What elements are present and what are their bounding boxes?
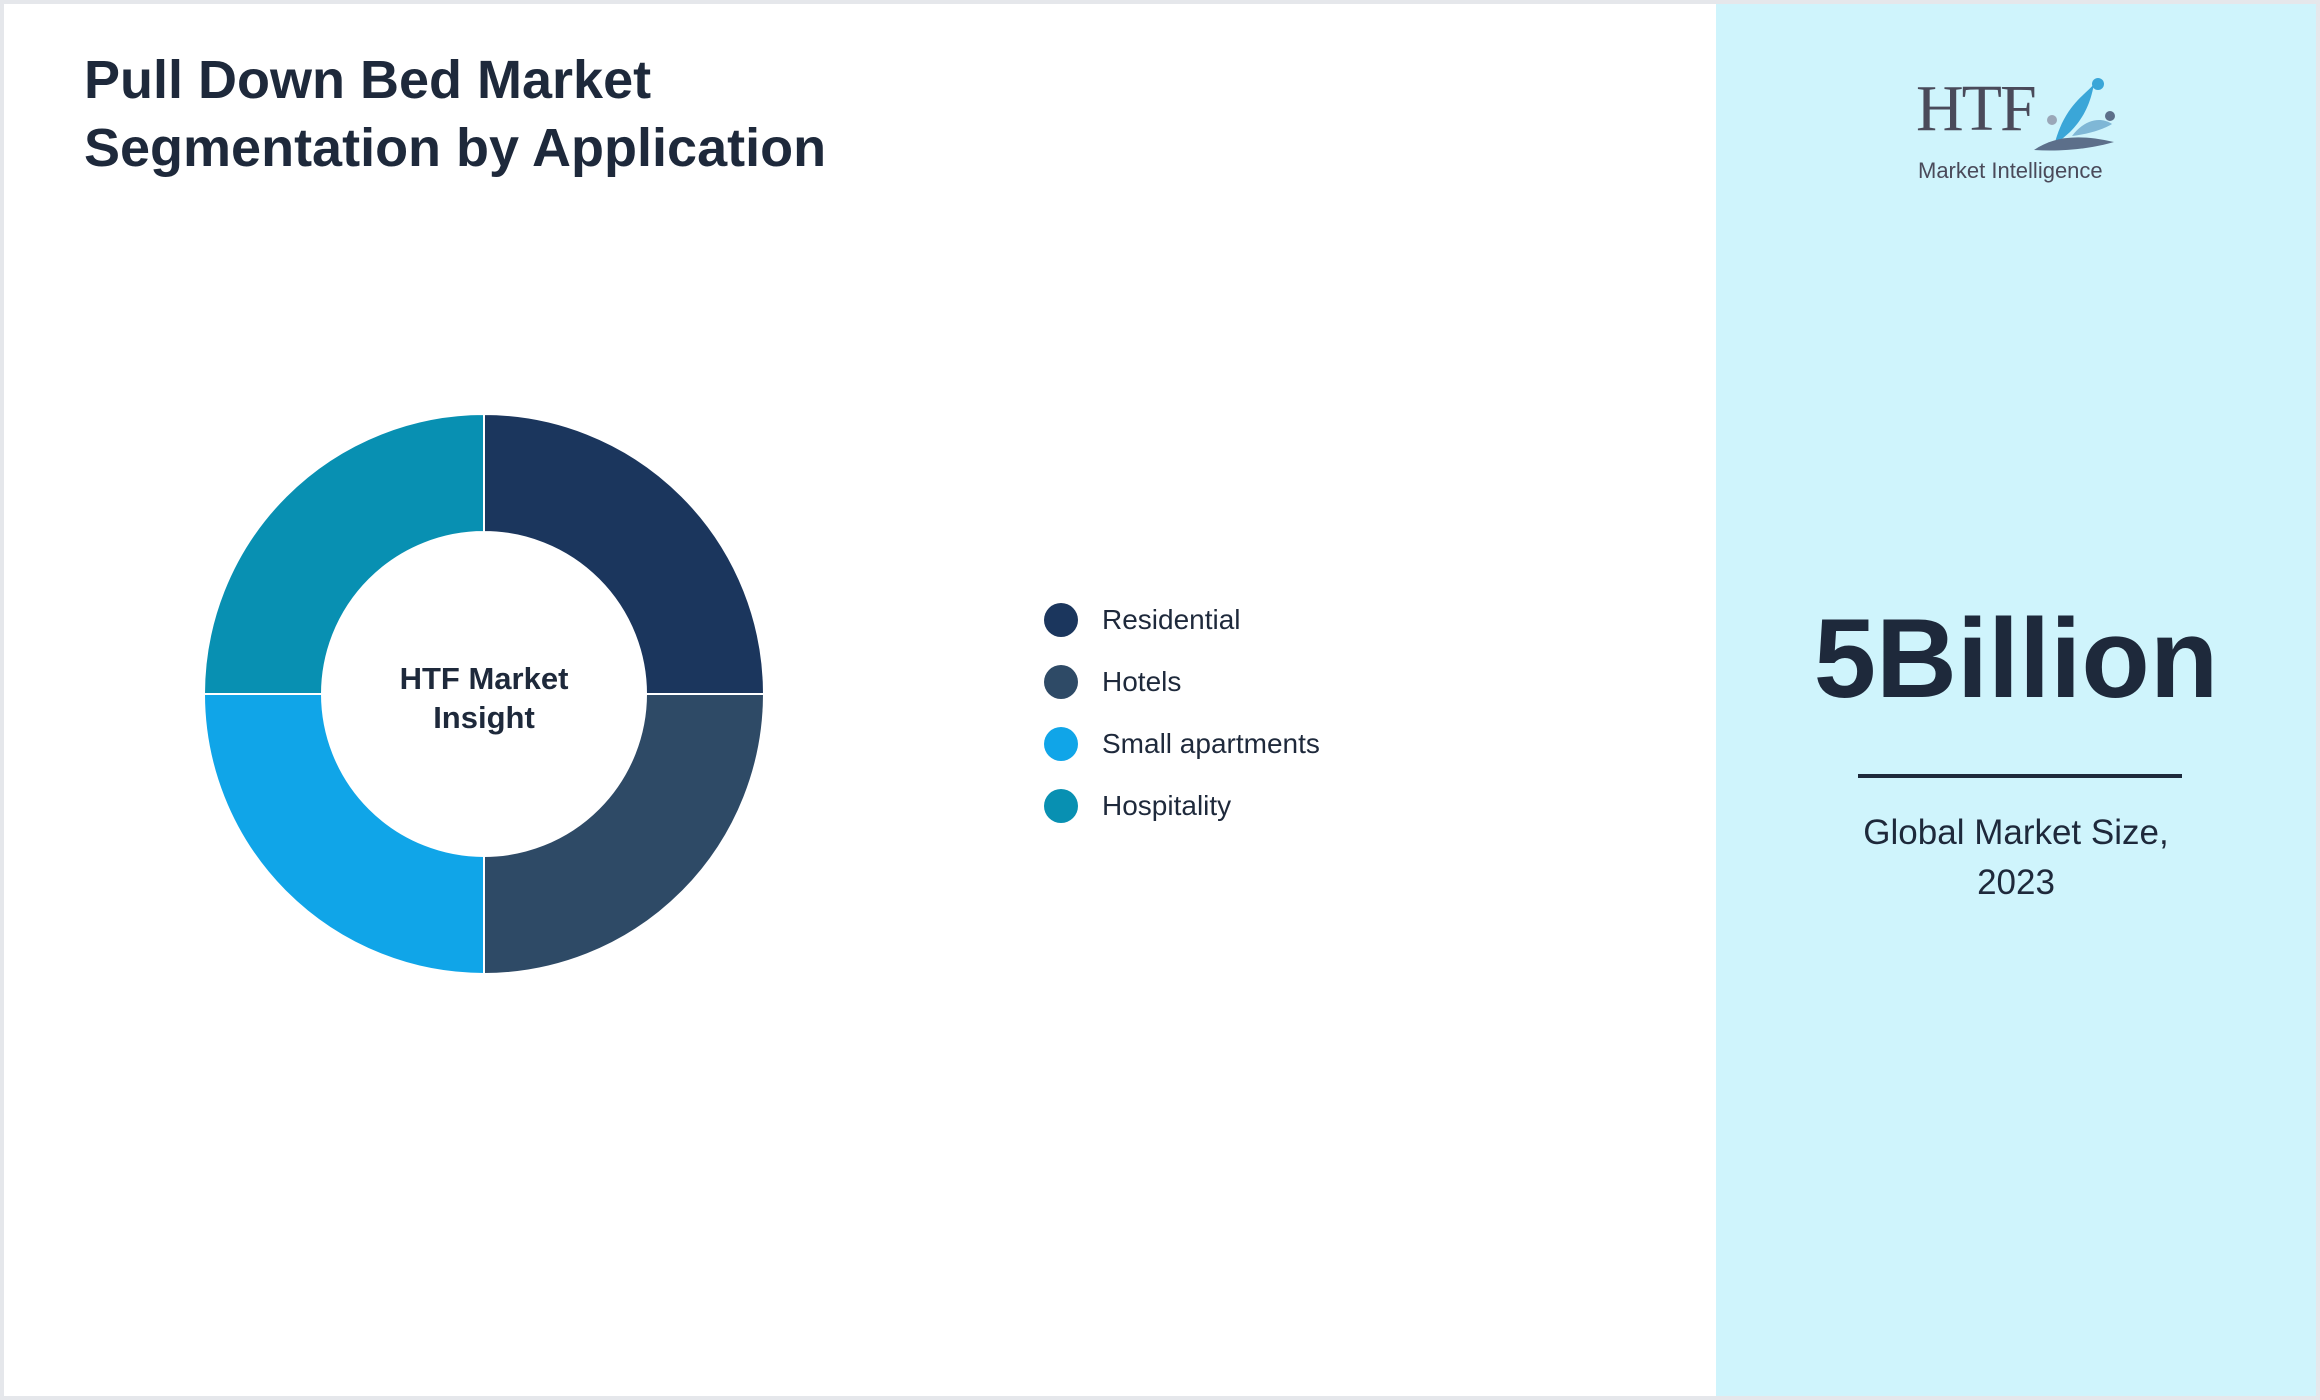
logo-subtitle: Market Intelligence <box>1918 158 2103 183</box>
kpi-divider <box>1858 774 2182 778</box>
page-title-line1: Pull Down Bed Market <box>84 50 652 110</box>
page-title: Pull Down Bed Market Segmentation by App… <box>84 46 1084 182</box>
chart-panel: Pull Down Bed Market Segmentation by App… <box>4 4 1716 1396</box>
legend-item: Hospitality <box>1044 775 1320 837</box>
logo-figures-icon <box>2034 78 2115 151</box>
donut-slice-small-apartments <box>202 693 485 976</box>
logo-text: HTF <box>1916 72 2037 145</box>
legend-label: Residential <box>1102 604 1241 635</box>
donut-chart <box>202 412 766 976</box>
donut-slice-residential <box>483 412 766 695</box>
legend-swatch <box>1044 727 1078 761</box>
legend-label: Small apartments <box>1102 728 1320 759</box>
market-size-caption-line1: Global Market Size, <box>1863 813 2169 852</box>
legend-item: Small apartments <box>1044 713 1320 775</box>
page-title-line2: Segmentation by Application <box>84 118 827 178</box>
htf-logo: HTF Market Intelligence <box>1916 76 2116 186</box>
legend-swatch <box>1044 789 1078 823</box>
donut-center-label-line1: HTF Market <box>399 661 569 696</box>
market-size-caption: Global Market Size, 2023 <box>1716 808 2316 908</box>
market-size-value: 5Billion <box>1813 596 2219 721</box>
legend-label: Hospitality <box>1102 790 1232 821</box>
donut-center-label-line2: Insight <box>433 700 535 735</box>
legend-item: Hotels <box>1044 651 1320 713</box>
kpi-panel: HTF Market Intelligence 5Billion Global … <box>1716 4 2316 1396</box>
donut-slice-hospitality <box>202 412 485 695</box>
legend-item: Residential <box>1044 589 1320 651</box>
chart-legend: Residential Hotels Small apartments Hospita… <box>1044 589 1320 837</box>
donut-center-label: HTF Market Insight <box>334 659 634 737</box>
legend-swatch <box>1044 603 1078 637</box>
legend-swatch <box>1044 665 1078 699</box>
legend-label: Hotels <box>1102 666 1182 697</box>
market-size-caption-line2: 2023 <box>1977 863 2055 902</box>
donut-slice-hotels <box>483 693 766 976</box>
